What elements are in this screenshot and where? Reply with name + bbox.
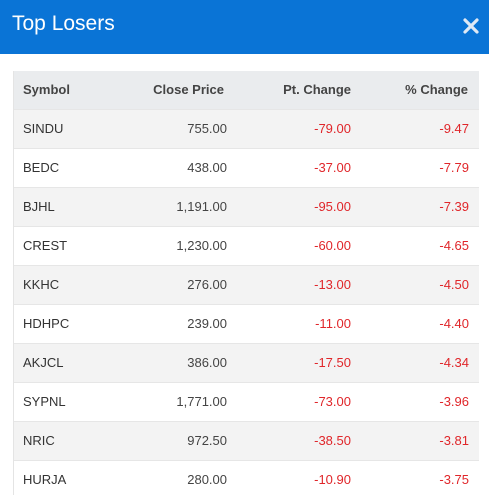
- close-price-cell: 276.00: [187, 277, 227, 292]
- pct-change-cell: -4.40: [439, 316, 469, 331]
- pct-change-cell: -4.50: [439, 277, 469, 292]
- table-row[interactable]: CREST 1,230.00 -60.00 -4.65: [14, 226, 479, 265]
- table-row[interactable]: BJHL 1,191.00 -95.00 -7.39: [14, 187, 479, 226]
- pt-change-cell: -17.50: [314, 355, 351, 370]
- close-price-cell: 280.00: [187, 472, 227, 488]
- close-price-cell: 1,191.00: [176, 199, 227, 214]
- modal-header: Top Losers: [0, 0, 489, 54]
- close-price-cell: 386.00: [187, 355, 227, 370]
- pt-change-cell: -10.90: [314, 472, 351, 488]
- pt-change-cell: -73.00: [314, 394, 351, 409]
- table-row[interactable]: SYPNL 1,771.00 -73.00 -3.96: [14, 382, 479, 421]
- pct-change-cell: -3.81: [439, 433, 469, 448]
- close-price-cell: 239.00: [187, 316, 227, 331]
- table-row[interactable]: BEDC 438.00 -37.00 -7.79: [14, 148, 479, 187]
- close-price-cell: 438.00: [187, 160, 227, 175]
- modal-title: Top Losers: [12, 12, 115, 35]
- close-price-cell: 755.00: [187, 121, 227, 136]
- pct-change-cell: -3.96: [439, 394, 469, 409]
- pct-change-cell: -4.65: [439, 238, 469, 253]
- table-header: Symbol Close Price Pt. Change % Change: [14, 71, 479, 109]
- losers-table-container: Symbol Close Price Pt. Change % Change S…: [13, 71, 479, 495]
- table-row[interactable]: SINDU 755.00 -79.00 -9.47: [14, 109, 479, 148]
- symbol-cell: AKJCL: [23, 355, 64, 370]
- close-icon: [463, 18, 479, 34]
- pt-change-cell: -60.00: [314, 238, 351, 253]
- symbol-cell: SINDU: [23, 121, 64, 136]
- header-close-price[interactable]: Close Price: [153, 82, 224, 98]
- table-row[interactable]: AKJCL 386.00 -17.50 -4.34: [14, 343, 479, 382]
- close-price-cell: 972.50: [187, 433, 227, 448]
- symbol-cell: SYPNL: [23, 394, 66, 409]
- pt-change-cell: -95.00: [314, 199, 351, 214]
- pt-change-cell: -79.00: [314, 121, 351, 136]
- symbol-cell: CREST: [23, 238, 68, 253]
- symbol-cell: KKHC: [23, 277, 60, 292]
- pt-change-cell: -37.00: [314, 160, 351, 175]
- symbol-cell: NRIC: [23, 433, 55, 448]
- symbol-cell: HURJA: [23, 472, 67, 488]
- table-body: SINDU 755.00 -79.00 -9.47 BEDC 438.00 -37.00 -7…: [14, 109, 479, 495]
- header-row: Symbol Close Price Pt. Change % Change: [14, 71, 479, 109]
- close-price-cell: 1,771.00: [176, 394, 227, 409]
- symbol-cell: BJHL: [23, 199, 55, 214]
- header-pct-change[interactable]: % Change: [405, 82, 468, 98]
- pct-change-cell: -4.34: [439, 355, 469, 370]
- pct-change-cell: -7.39: [439, 199, 469, 214]
- pct-change-cell: -9.47: [439, 121, 469, 136]
- table-row[interactable]: KKHC 276.00 -13.00 -4.50: [14, 265, 479, 304]
- header-pt-change[interactable]: Pt. Change: [283, 82, 351, 98]
- table-row[interactable]: NRIC 972.50 -38.50 -3.81: [14, 421, 479, 460]
- close-button[interactable]: [461, 14, 481, 38]
- table-row[interactable]: HURJA 280.00 -10.90 -3.75: [14, 460, 479, 495]
- table-row[interactable]: HDHPC 239.00 -11.00 -4.40: [14, 304, 479, 343]
- pct-change-cell: -7.79: [439, 160, 469, 175]
- pt-change-cell: -11.00: [315, 316, 351, 331]
- pt-change-cell: -38.50: [314, 433, 351, 448]
- symbol-cell: BEDC: [23, 160, 60, 175]
- pct-change-cell: -3.75: [439, 472, 469, 488]
- losers-table: Symbol Close Price Pt. Change % Change S…: [14, 71, 479, 495]
- header-symbol[interactable]: Symbol: [23, 82, 70, 98]
- symbol-cell: HDHPC: [23, 316, 70, 331]
- pt-change-cell: -13.00: [314, 277, 351, 292]
- close-price-cell: 1,230.00: [176, 238, 227, 253]
